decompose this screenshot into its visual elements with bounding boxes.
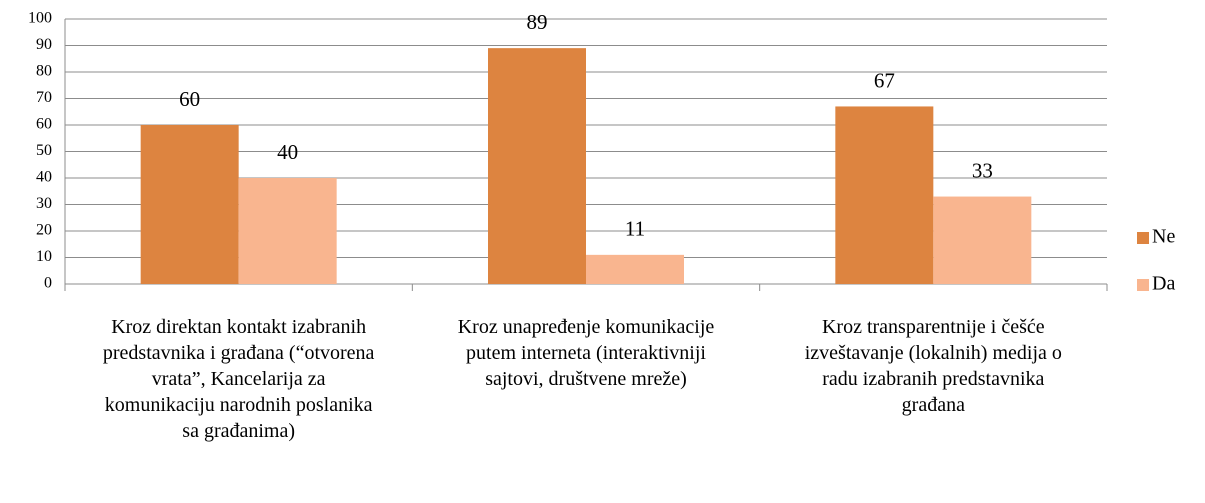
y-tick-label: 90 — [36, 36, 52, 53]
data-label: 40 — [277, 140, 298, 164]
legend-label: Da — [1152, 273, 1175, 295]
bar — [140, 125, 239, 284]
y-tick-label: 50 — [36, 142, 52, 159]
data-label: 33 — [972, 158, 993, 182]
legend-label: Ne — [1152, 226, 1175, 248]
legend-swatch — [1137, 232, 1149, 244]
x-tick-label: Kroz transparentnije i češće izveštavanj… — [804, 316, 1062, 416]
bar — [586, 254, 684, 284]
bar — [238, 178, 337, 284]
bar — [933, 196, 1032, 284]
y-tick-label: 0 — [44, 275, 52, 292]
y-tick-label: 100 — [28, 10, 52, 27]
legend-swatch — [1137, 279, 1149, 291]
data-label: 67 — [874, 68, 895, 92]
y-tick-label: 60 — [36, 116, 52, 133]
x-tick-label: Kroz direktan kontakt izabranih predstav… — [102, 316, 375, 442]
y-tick-label: 40 — [36, 169, 52, 186]
y-tick-label: 20 — [36, 222, 52, 239]
y-tick-label: 80 — [36, 63, 52, 80]
y-tick-label: 70 — [36, 89, 52, 106]
y-tick-label: 10 — [36, 248, 52, 265]
data-label: 89 — [527, 10, 548, 34]
data-label: 11 — [625, 217, 645, 241]
data-label: 60 — [179, 87, 200, 111]
y-tick-label: 30 — [36, 195, 52, 212]
x-tick-label: Kroz unapređenje komunikacije putem inte… — [457, 316, 715, 390]
bar — [488, 48, 586, 285]
bar — [835, 106, 934, 284]
